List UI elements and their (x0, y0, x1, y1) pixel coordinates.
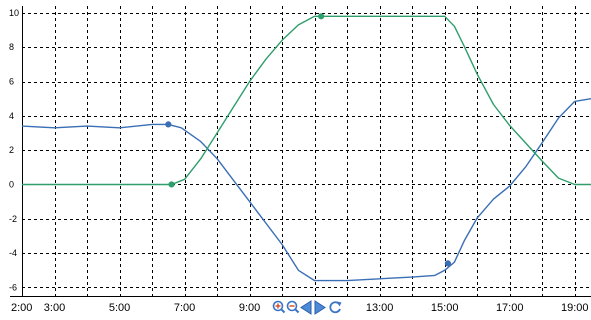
x-tick-label-5: 13:00 (366, 302, 394, 314)
x-tick-labels: 2:00 3:00 5:00 7:00 9:00 13:00 15:00 17:00 19:00 (11, 302, 589, 314)
x-tick-label-0: 2:00 (11, 302, 32, 314)
x-tick-label-4: 9:00 (239, 302, 260, 314)
y-tick-label-3: 4 (9, 111, 14, 121)
y-tick-label-8: -6 (9, 282, 17, 292)
series-0-marker-1 (444, 260, 452, 267)
y-tick-labels: 10 8 6 4 2 0 -2 -4 -6 (9, 8, 19, 293)
series-0-marker-0 (165, 121, 172, 128)
series-1-marker-0 (168, 181, 175, 188)
zoom-out-icon[interactable] (286, 300, 300, 314)
y-tick-label-7: -4 (9, 248, 17, 258)
x-tick-label-2: 5:00 (109, 302, 130, 314)
x-tick-label-3: 7:00 (174, 302, 195, 314)
x-tick-label-8: 19:00 (561, 302, 589, 314)
x-tick-label-7: 17:00 (496, 302, 524, 314)
axes (10, 6, 591, 297)
scroll-left-icon[interactable] (300, 300, 312, 315)
series (21, 13, 591, 282)
series-line-1 (22, 15, 591, 186)
y-tick-label-5: 0 (9, 179, 14, 189)
y-tick-label-2: 6 (9, 77, 14, 87)
scroll-right-icon[interactable] (314, 300, 326, 315)
grid (22, 6, 591, 296)
x-tick-label-1: 3:00 (44, 302, 65, 314)
y-tick-label-0: 10 (9, 8, 19, 18)
y-tick-label-1: 8 (9, 42, 14, 52)
zoom-in-icon[interactable] (272, 300, 286, 314)
chart-toolbar (272, 300, 342, 315)
x-tick-label-6: 15:00 (431, 302, 459, 314)
y-tick-label-4: 2 (9, 145, 14, 155)
y-tick-label-6: -2 (9, 214, 17, 224)
refresh-icon[interactable] (329, 301, 342, 314)
series-line-0 (21, 98, 591, 282)
series-1-marker-1 (318, 13, 325, 20)
